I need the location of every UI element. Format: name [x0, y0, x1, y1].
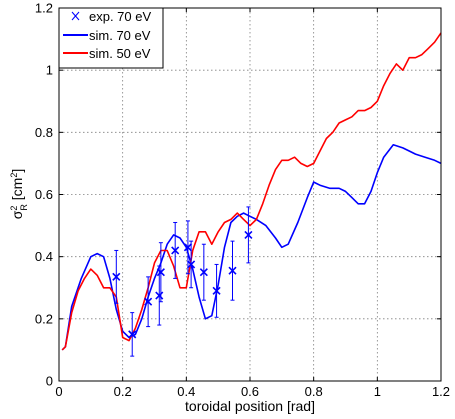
x-marker-stroke	[187, 260, 196, 269]
data-point-exp	[199, 243, 208, 301]
legend: exp. 70 eV sim. 70 eV sim. 50 eV	[58, 7, 164, 69]
y-tick-label: 0.6	[35, 187, 53, 202]
data-point-exp	[183, 220, 192, 275]
x-tick-label: 0.6	[241, 384, 259, 399]
y-tick-label: 0.8	[35, 125, 53, 140]
data-point-exp	[156, 242, 165, 303]
data-point-exp	[144, 276, 153, 328]
data-point-exp	[212, 263, 221, 318]
y-tick-label: 0.2	[35, 311, 53, 326]
x-tick-label: 0.8	[305, 384, 323, 399]
x-tick-label: 1	[374, 384, 381, 399]
x-tick-label: 0	[55, 384, 62, 399]
legend-box	[58, 7, 164, 69]
x-marker-stroke	[244, 230, 253, 239]
data-point-exp	[187, 240, 196, 289]
x-marker-stroke	[128, 330, 137, 339]
x-marker-stroke	[112, 272, 121, 281]
legend-marker-exp	[71, 11, 80, 21]
x-tick-label: 0.4	[177, 384, 195, 399]
x-marker-stroke	[228, 266, 237, 275]
y-tick-label: 1.2	[35, 1, 53, 16]
y-axis-label: σ2R [cm2]	[9, 169, 29, 220]
series-line-sim70	[61, 144, 442, 351]
y-tick-label: 1	[46, 63, 53, 78]
x-axis-label: toroidal position [rad]	[185, 398, 315, 414]
data-point-exp	[128, 312, 137, 357]
y-tick-label: 0	[46, 374, 53, 389]
x-marker-stroke	[212, 286, 221, 295]
legend-label-exp: exp. 70 eV	[89, 9, 151, 24]
data-point-exp	[112, 249, 121, 304]
y-tick-label: 0.4	[35, 249, 53, 264]
legend-label-sim50: sim. 50 eV	[89, 46, 151, 61]
x-marker-stroke	[144, 297, 153, 306]
data-point-exp	[244, 206, 253, 264]
data-point-exp	[228, 240, 237, 301]
x-marker-stroke	[183, 243, 192, 252]
plot-background	[59, 8, 441, 381]
x-tick-label: 0.2	[114, 384, 132, 399]
x-marker-stroke	[156, 268, 165, 277]
ticks: 0 0.2 0.4 0.6 0.8 1 1.2 0 0.2 0.4 0.6 0.8 1 1.2	[35, 1, 450, 400]
series-layer	[61, 32, 442, 357]
x-tick-label: 1.2	[432, 384, 450, 399]
x-marker-stroke	[155, 291, 164, 300]
x-marker-stroke	[171, 246, 180, 255]
x-marker-stroke	[199, 268, 208, 277]
data-point-exp	[171, 221, 180, 279]
series-line-sim50	[61, 32, 442, 351]
legend-label-sim70: sim. 70 eV	[89, 28, 151, 43]
